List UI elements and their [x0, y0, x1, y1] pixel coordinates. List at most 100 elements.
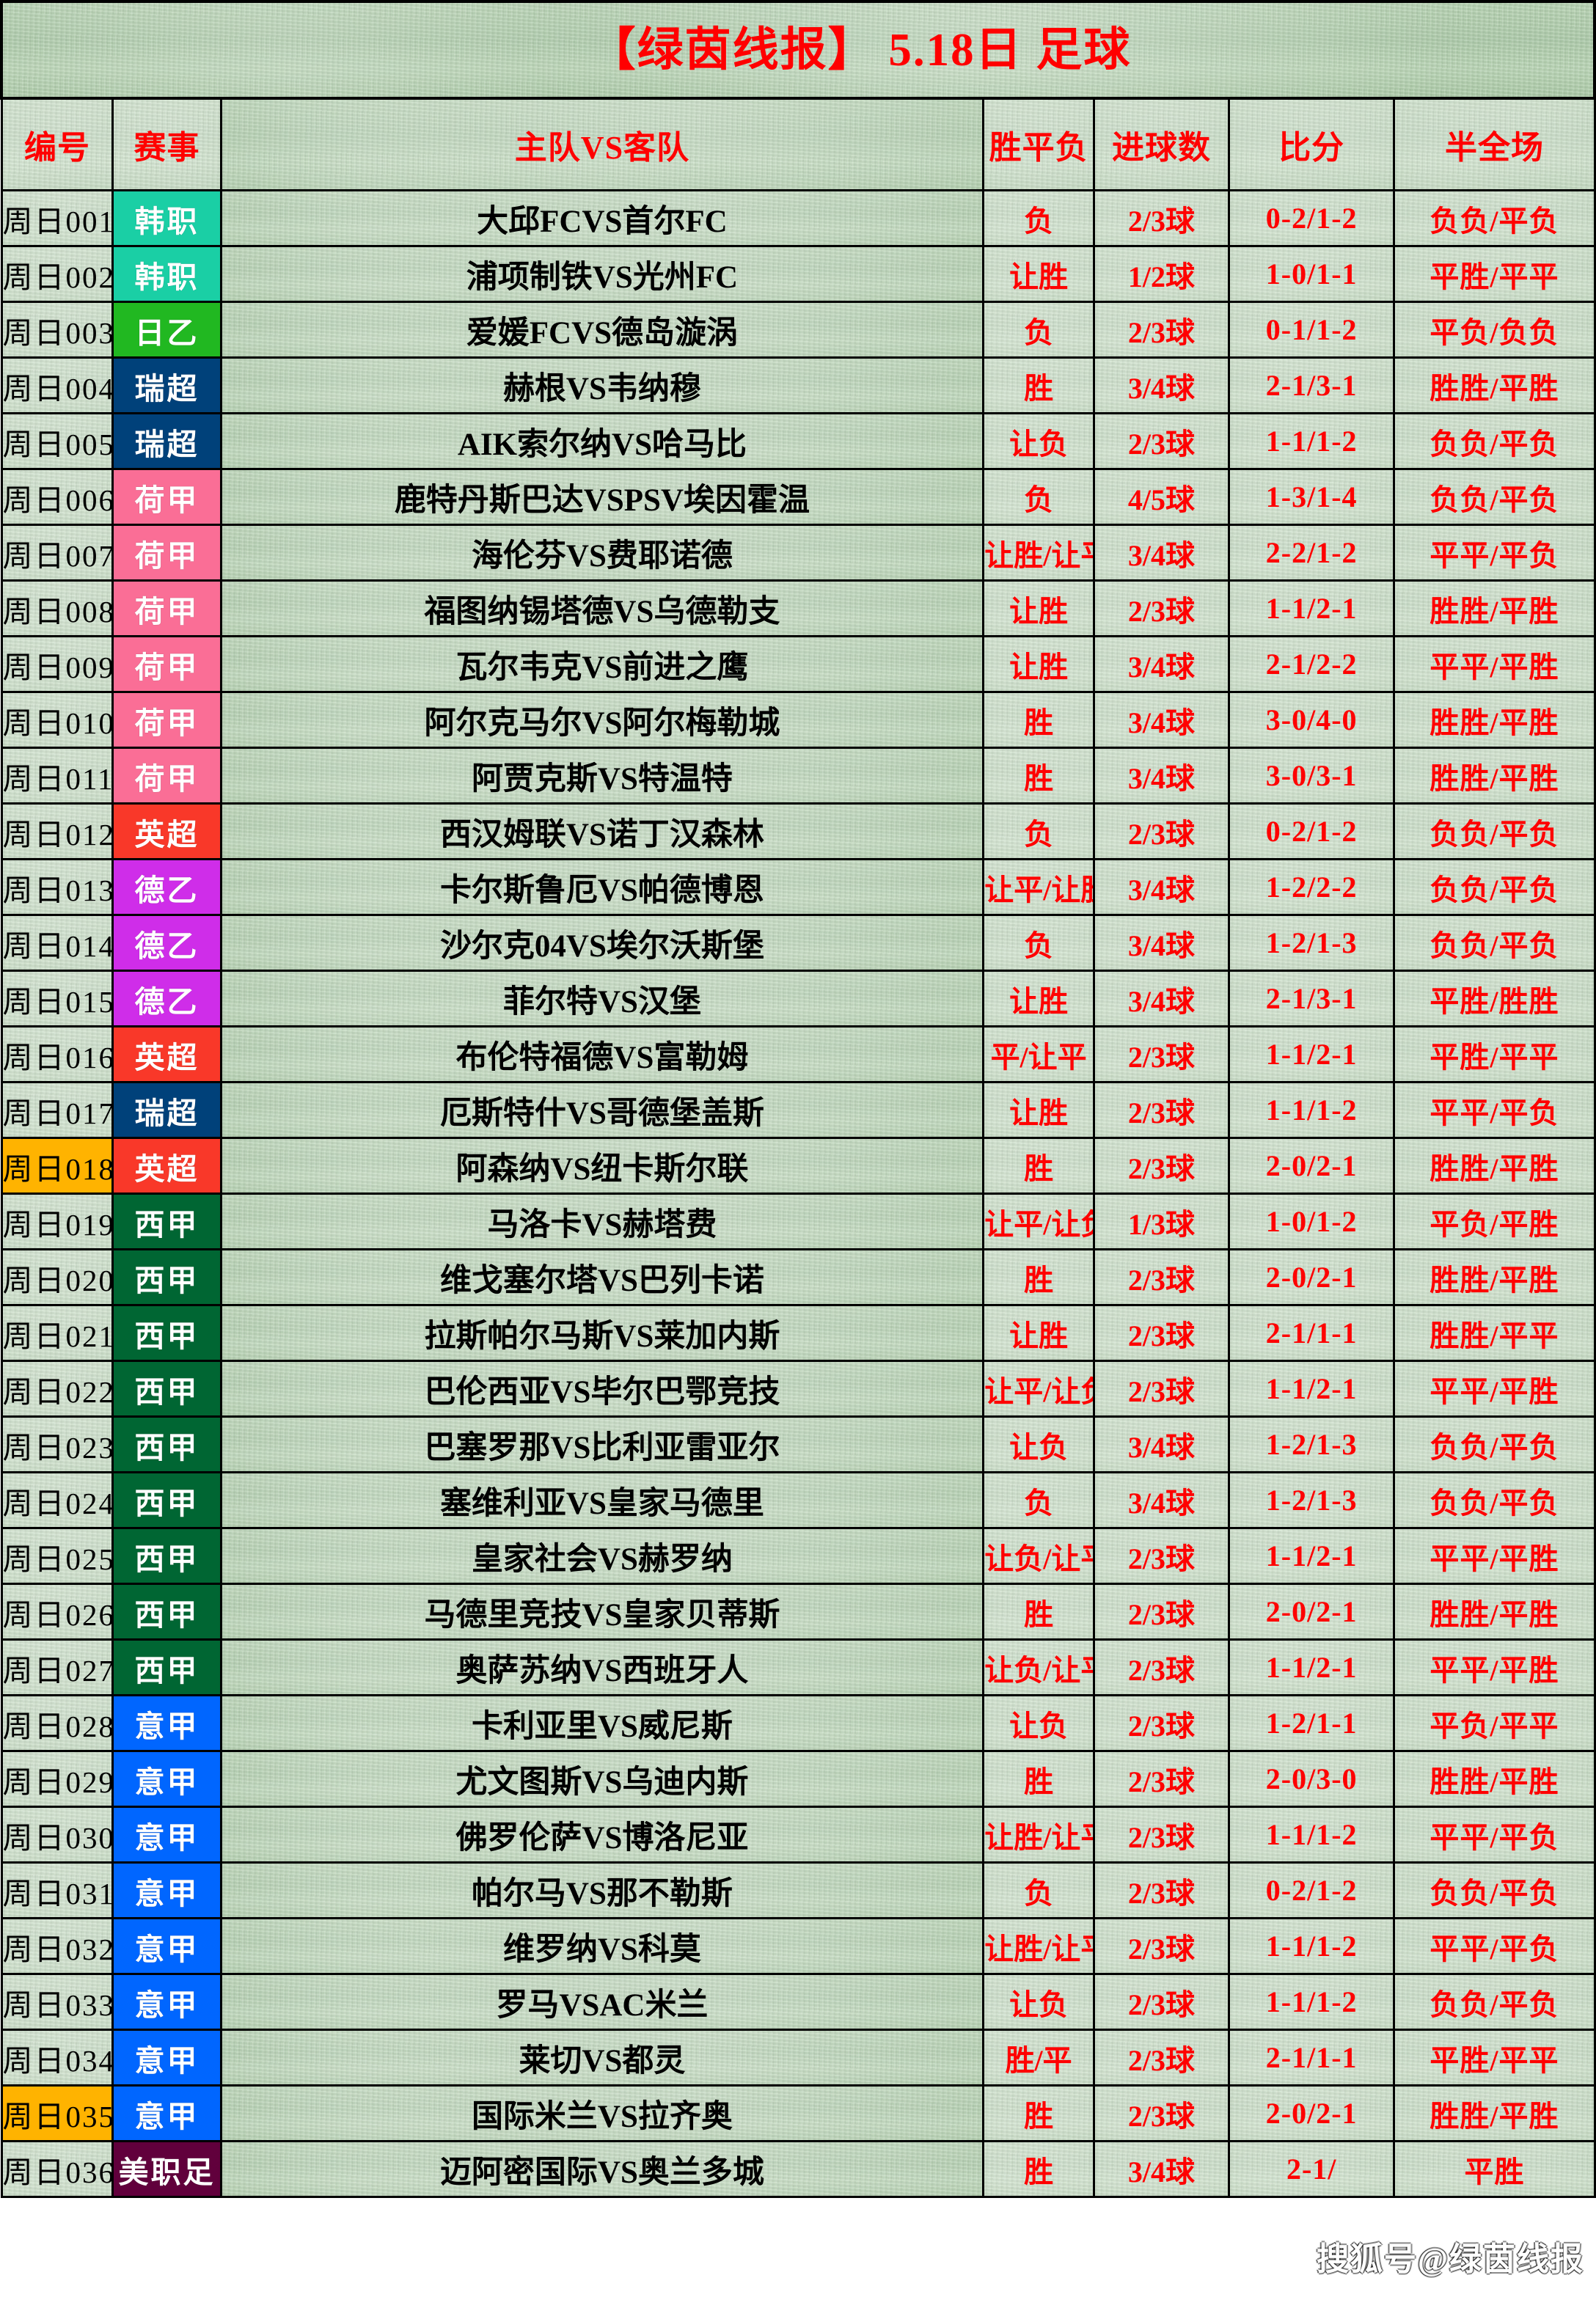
cell-league-badge: 西甲 [111, 1360, 222, 1418]
cell-half-full-time: 负负/平负 [1393, 914, 1596, 972]
column-header-wdl: 胜平负 [982, 97, 1095, 191]
table-row: 周日012 英超 西汉姆联VS诺丁汉森林负 2/3球 0-2/1-2 负负/平负 [0, 802, 1596, 860]
cell-win-draw-loss: 胜 [982, 2084, 1095, 2142]
cell-win-draw-loss: 让负/让平 [982, 1638, 1095, 1696]
cell-match-id: 周日023 [0, 1415, 114, 1473]
cell-league-badge: 意甲 [111, 1750, 222, 1808]
cell-win-draw-loss: 负 [982, 301, 1095, 359]
cell-league-badge: 意甲 [111, 1861, 222, 1919]
cell-league-badge: 瑞超 [111, 1081, 222, 1139]
cell-match-id: 周日001 [0, 189, 114, 247]
cell-match-teams: 浦项制铁VS光州FC [219, 245, 985, 303]
column-header-score: 比分 [1227, 97, 1396, 191]
cell-score: 1-1/2-1 [1227, 1527, 1396, 1585]
cell-score: 3-0/4-0 [1227, 691, 1396, 749]
cell-league-badge: 美职足 [111, 2140, 222, 2198]
cell-league-badge: 英超 [111, 1137, 222, 1195]
column-header-id: 编号 [0, 97, 114, 191]
cell-league-badge: 西甲 [111, 1471, 222, 1529]
table-row: 周日034 意甲 莱切VS都灵 胜/平 2/3球 2-1/1-1 平胜/平平 [0, 2029, 1596, 2087]
cell-match-teams: 皇家社会VS赫罗纳 [219, 1527, 985, 1585]
cell-total-goals: 2/3球 [1092, 802, 1230, 860]
cell-total-goals: 2/3球 [1092, 2029, 1230, 2087]
cell-league-badge: 西甲 [111, 1583, 222, 1641]
cell-match-id: 周日032 [0, 1917, 114, 1975]
cell-half-full-time: 胜胜/平胜 [1393, 1248, 1596, 1306]
cell-half-full-time: 平平/平负 [1393, 1806, 1596, 1864]
cell-half-full-time: 平平/平负 [1393, 524, 1596, 582]
cell-match-id: 周日021 [0, 1304, 114, 1362]
cell-half-full-time: 负负/平负 [1393, 412, 1596, 470]
cell-score: 1-0/1-2 [1227, 1193, 1396, 1250]
cell-total-goals: 3/4球 [1092, 858, 1230, 916]
cell-match-teams: 维罗纳VS科莫 [219, 1917, 985, 1975]
table-row: 周日028 意甲 卡利亚里VS威尼斯 让负 2/3球 1-2/1-1 平负/平平 [0, 1694, 1596, 1752]
cell-match-teams: 尤文图斯VS乌迪内斯 [219, 1750, 985, 1808]
column-header-match: 主队VS客队 [219, 97, 985, 191]
cell-score: 2-1/2-2 [1227, 635, 1396, 693]
cell-match-teams: 沙尔克04VS埃尔沃斯堡 [219, 914, 985, 972]
table-row: 周日024 西甲 塞维利亚VS皇家马德里负 3/4球 1-2/1-3 负负/平负 [0, 1471, 1596, 1529]
cell-total-goals: 2/3球 [1092, 189, 1230, 247]
cell-league-badge: 意甲 [111, 2029, 222, 2087]
cell-total-goals: 2/3球 [1092, 1861, 1230, 1919]
cell-match-id: 周日011 [0, 747, 114, 805]
cell-total-goals: 2/3球 [1092, 1360, 1230, 1418]
cell-half-full-time: 胜胜/平胜 [1393, 691, 1596, 749]
title-row: 【绿茵线报】 5.18日 足球 [0, 0, 1596, 100]
cell-league-badge: 西甲 [111, 1304, 222, 1362]
cell-total-goals: 2/3球 [1092, 1806, 1230, 1864]
cell-score: 1-2/1-1 [1227, 1694, 1396, 1752]
table-row: 周日018 英超 阿森纳VS纽卡斯尔联胜 2/3球 2-0/2-1 胜胜/平胜 [0, 1137, 1596, 1195]
cell-match-id: 周日009 [0, 635, 114, 693]
cell-match-teams: 福图纳锡塔德VS乌德勒支 [219, 579, 985, 637]
cell-match-teams: 佛罗伦萨VS博洛尼亚 [219, 1806, 985, 1864]
cell-match-teams: 巴伦西亚VS毕尔巴鄂竞技 [219, 1360, 985, 1418]
cell-half-full-time: 胜胜/平胜 [1393, 1750, 1596, 1808]
cell-win-draw-loss: 胜 [982, 747, 1095, 805]
cell-total-goals: 2/3球 [1092, 1137, 1230, 1195]
cell-league-badge: 韩职 [111, 245, 222, 303]
cell-score: 1-1/2-1 [1227, 1638, 1396, 1696]
cell-half-full-time: 胜胜/平胜 [1393, 356, 1596, 414]
cell-match-teams: 帕尔马VS那不勒斯 [219, 1861, 985, 1919]
cell-win-draw-loss: 让胜/让平 [982, 524, 1095, 582]
cell-total-goals: 2/3球 [1092, 1025, 1230, 1083]
cell-match-teams: 塞维利亚VS皇家马德里 [219, 1471, 985, 1529]
cell-half-full-time: 平负/负负 [1393, 301, 1596, 359]
cell-league-badge: 德乙 [111, 858, 222, 916]
table-row: 周日001 韩职 大邱FCVS首尔FC 负 2/3球 0-2/1-2 负负/平负 [0, 189, 1596, 247]
cell-league-badge: 西甲 [111, 1193, 222, 1250]
cell-league-badge: 意甲 [111, 1973, 222, 2031]
cell-total-goals: 3/4球 [1092, 1415, 1230, 1473]
cell-total-goals: 2/3球 [1092, 2084, 1230, 2142]
cell-match-teams: 莱切VS都灵 [219, 2029, 985, 2087]
cell-score: 1-0/1-1 [1227, 245, 1396, 303]
cell-match-id: 周日006 [0, 468, 114, 526]
cell-match-teams: AIK索尔纳VS哈马比 [219, 412, 985, 470]
cell-match-teams: 厄斯特什VS哥德堡盖斯 [219, 1081, 985, 1139]
cell-half-full-time: 胜胜/平胜 [1393, 1583, 1596, 1641]
cell-match-id: 周日035 [0, 2084, 114, 2142]
match-forecast-table: 【绿茵线报】 5.18日 足球 编号 赛事 主队VS客队 胜平负 进球数 比分 … [0, 0, 1596, 2198]
cell-total-goals: 3/4球 [1092, 635, 1230, 693]
cell-score: 0-1/1-2 [1227, 301, 1396, 359]
cell-match-teams: 阿尔克马尔VS阿尔梅勒城 [219, 691, 985, 749]
cell-total-goals: 1/3球 [1092, 1193, 1230, 1250]
cell-match-teams: 阿森纳VS纽卡斯尔联 [219, 1137, 985, 1195]
cell-score: 1-1/1-2 [1227, 1806, 1396, 1864]
cell-score: 0-2/1-2 [1227, 189, 1396, 247]
cell-total-goals: 1/2球 [1092, 245, 1230, 303]
cell-score: 1-1/1-2 [1227, 1081, 1396, 1139]
cell-half-full-time: 平胜/平平 [1393, 1025, 1596, 1083]
cell-league-badge: 日乙 [111, 301, 222, 359]
cell-half-full-time: 胜胜/平胜 [1393, 1137, 1596, 1195]
cell-win-draw-loss: 负 [982, 189, 1095, 247]
cell-total-goals: 2/3球 [1092, 1638, 1230, 1696]
cell-match-teams: 阿贾克斯VS特温特 [219, 747, 985, 805]
cell-match-id: 周日007 [0, 524, 114, 582]
